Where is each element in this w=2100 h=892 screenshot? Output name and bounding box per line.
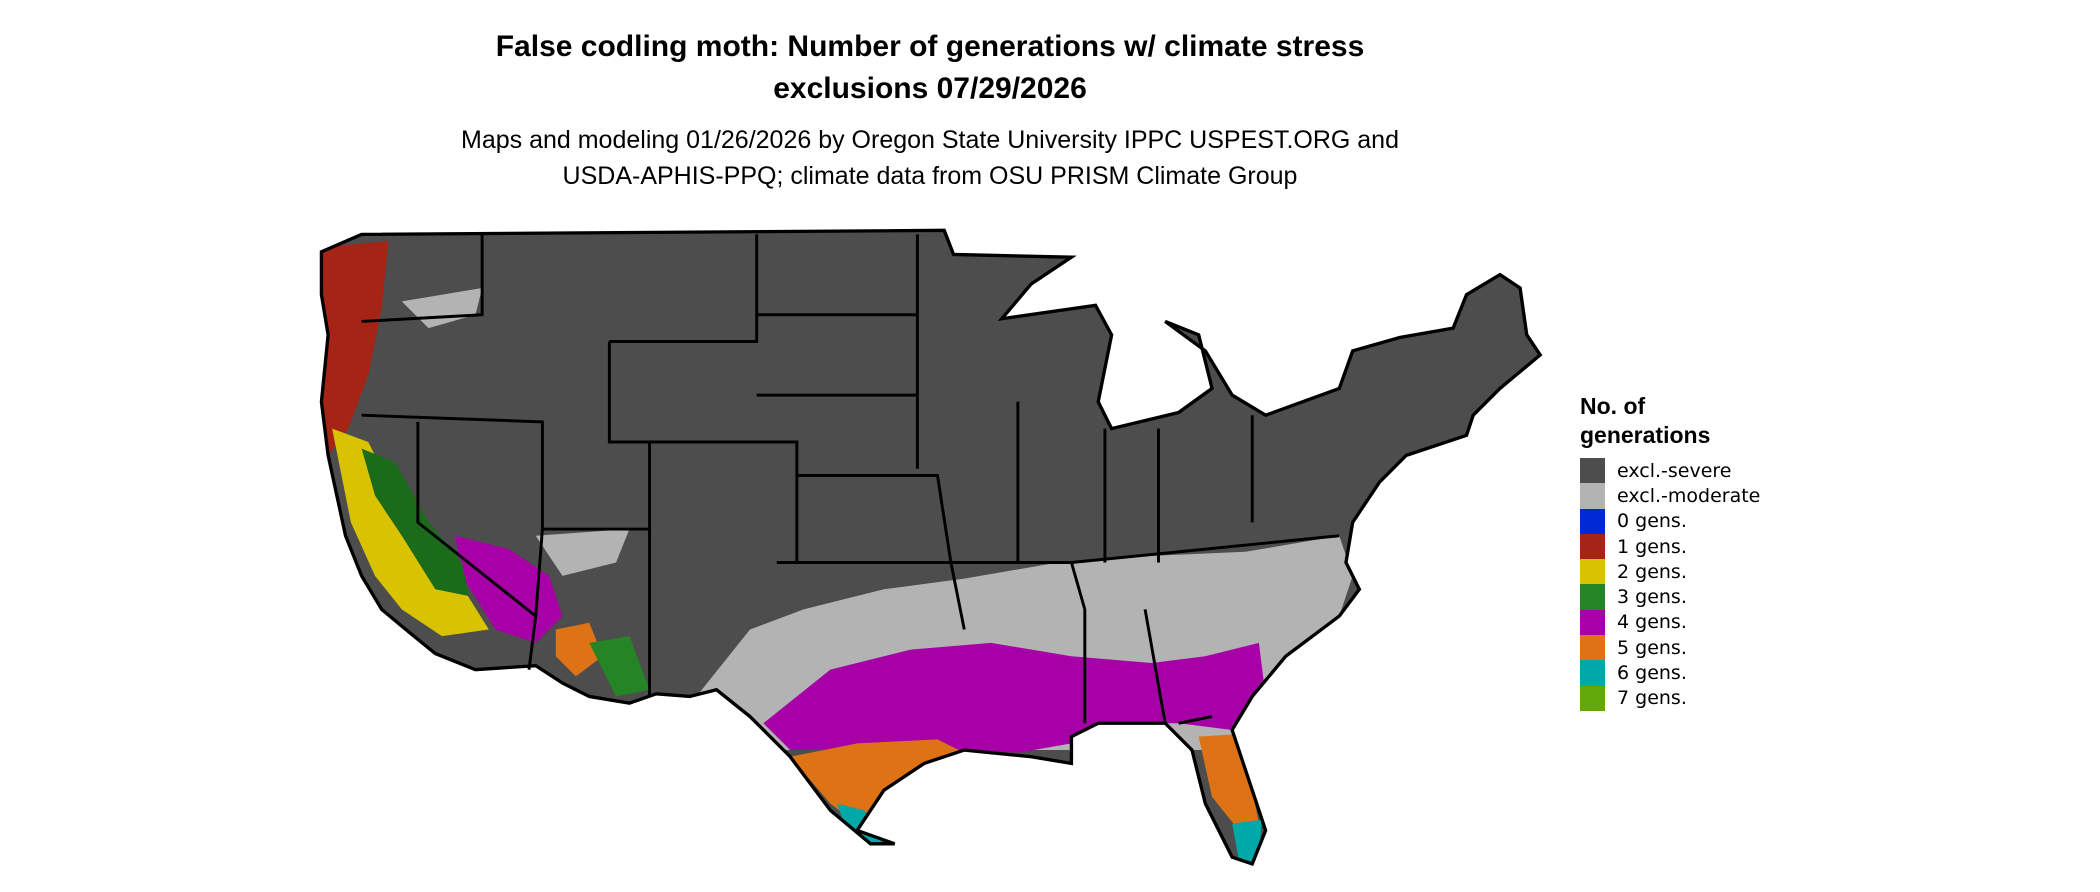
legend-swatch <box>1580 609 1605 636</box>
map-title-line1: False codling moth: Number of generation… <box>495 30 1365 63</box>
legend-label: 7 gens. <box>1617 687 1687 710</box>
legend-title: No. of generations <box>1580 392 1760 450</box>
legend-swatch <box>1580 685 1605 711</box>
region-6-gens-south-florida <box>1232 819 1262 864</box>
legend-swatch <box>1580 584 1605 610</box>
legend-item: 6 gens. <box>1580 660 1760 686</box>
map-subtitle-line2: USDA-APHIS-PPQ; climate data from OSU PR… <box>562 162 1298 190</box>
region-5-gens-gulf-texas <box>790 739 965 824</box>
map-subtitle-line1: Maps and modeling 01/26/2026 by Oregon S… <box>461 126 1399 154</box>
legend-label: 3 gens. <box>1617 586 1687 609</box>
legend-label: 5 gens. <box>1617 636 1687 659</box>
legend-swatch <box>1580 508 1605 534</box>
legend-swatch <box>1580 660 1605 686</box>
legend-label: excl.-severe <box>1617 459 1732 482</box>
legend-label: 1 gens. <box>1617 535 1687 558</box>
legend-label: 0 gens. <box>1617 510 1687 533</box>
region-4-gens-southeast <box>763 642 1266 753</box>
legend: No. of generations excl.-severe excl.-mod… <box>1580 392 1760 711</box>
legend-label: 6 gens. <box>1617 662 1687 685</box>
legend-item: 3 gens. <box>1580 584 1760 610</box>
legend-item: 1 gens. <box>1580 533 1760 560</box>
legend-label: 2 gens. <box>1617 560 1687 583</box>
us-land-excl-severe <box>321 230 1541 864</box>
region-5-gens-arizona <box>555 622 603 677</box>
legend-swatch <box>1580 635 1605 661</box>
legend-swatch <box>1580 483 1605 509</box>
legend-item: 2 gens. <box>1580 559 1760 585</box>
legend-title-line2: generations <box>1580 422 1711 448</box>
region-1-gens-pacific-coast <box>321 241 389 456</box>
legend-label: excl.-moderate <box>1617 484 1761 507</box>
legend-title-line1: No. of <box>1580 393 1646 419</box>
map-title-line2: exclusions 07/29/2026 <box>773 72 1087 105</box>
map-title: False codling moth: Number of generation… <box>0 26 1860 110</box>
legend-swatch <box>1580 533 1605 560</box>
legend-swatch <box>1580 559 1605 585</box>
region-3-gens-california <box>361 448 469 597</box>
legend-label: 4 gens. <box>1617 611 1687 634</box>
legend-item: 5 gens. <box>1580 635 1760 661</box>
legend-item: excl.-severe <box>1580 458 1760 484</box>
map-subtitle: Maps and modeling 01/26/2026 by Oregon S… <box>0 122 1860 194</box>
legend-item: 0 gens. <box>1580 508 1760 534</box>
legend-item: excl.-moderate <box>1580 483 1761 509</box>
legend-item: 7 gens. <box>1580 685 1760 711</box>
legend-swatch <box>1580 458 1605 484</box>
legend-item: 4 gens. <box>1580 609 1760 636</box>
state-borders <box>361 234 1340 725</box>
us-outline <box>319 228 1543 866</box>
region-3-gens-arizona <box>589 636 650 697</box>
